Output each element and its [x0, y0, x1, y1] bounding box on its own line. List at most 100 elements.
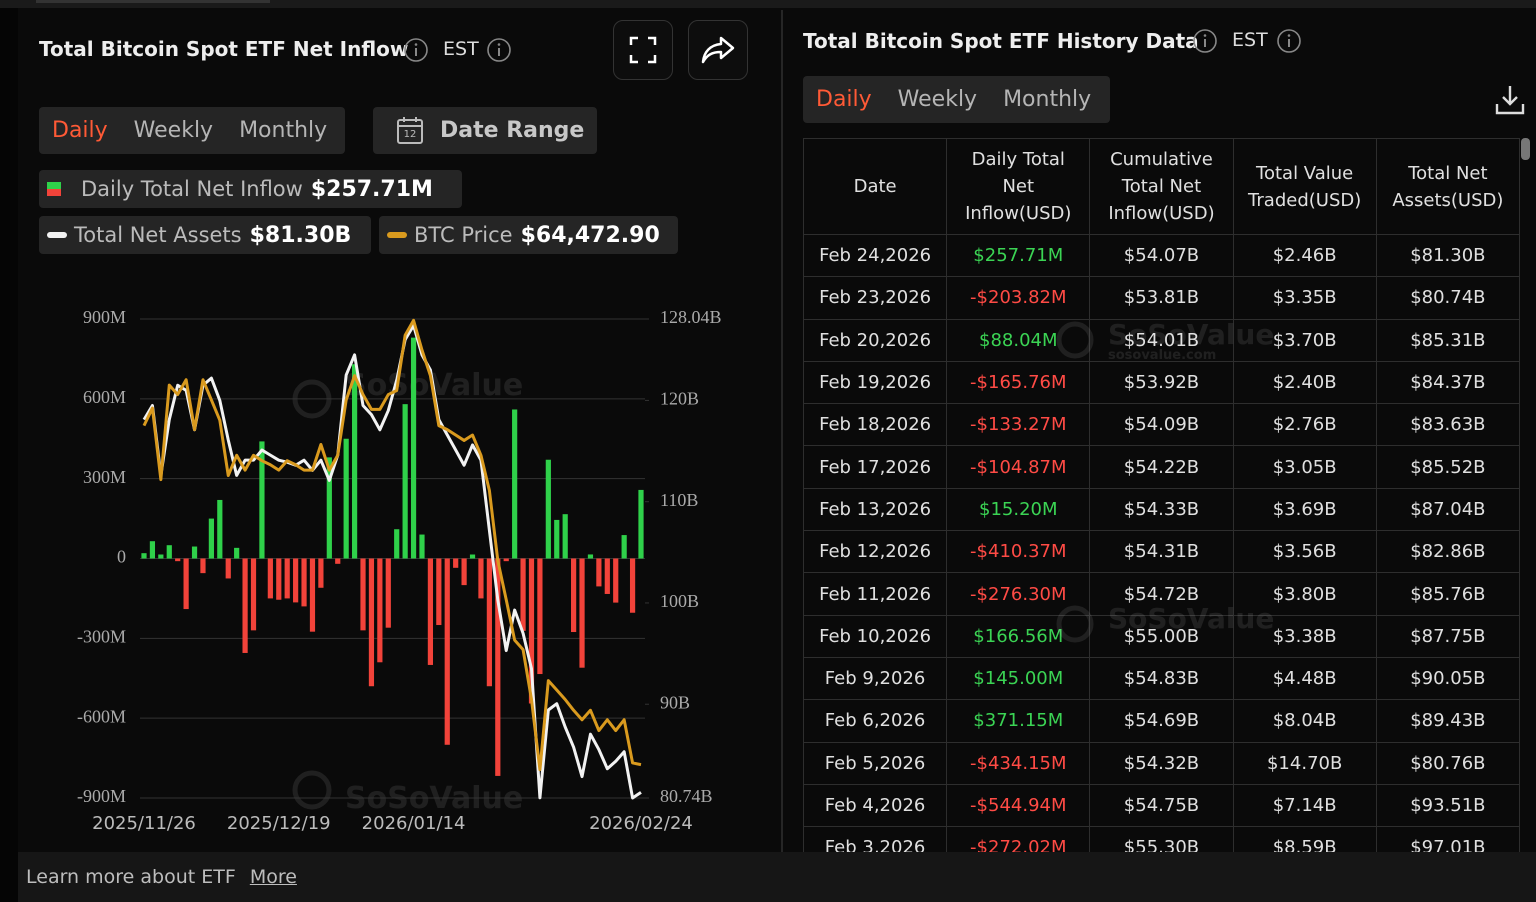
- bar: [158, 554, 164, 559]
- tab-daily[interactable]: Daily: [52, 118, 108, 143]
- calendar-icon: 12: [397, 116, 423, 144]
- legend-swatch: [387, 232, 407, 238]
- table-cell: Feb 4,2026: [803, 783, 948, 828]
- bar: [259, 441, 265, 559]
- legend-net-assets[interactable]: Total Net Assets $81.30B: [39, 216, 371, 254]
- bar: [554, 519, 560, 559]
- bar: [621, 535, 627, 559]
- column-header: Total Net Assets(USD): [1375, 138, 1520, 235]
- scrollbar[interactable]: [1521, 138, 1530, 160]
- fullscreen-button[interactable]: [613, 20, 673, 80]
- bar: [402, 404, 408, 559]
- legend-inflow[interactable]: Daily Total Net Inflow $257.71M: [39, 170, 462, 208]
- table-cell: $93.51B: [1375, 783, 1520, 828]
- table-cell: $257.71M: [946, 233, 1091, 278]
- table-cell: $371.15M: [946, 699, 1091, 743]
- table-cell: $90.05B: [1375, 656, 1520, 701]
- bar: [284, 558, 290, 599]
- y-tick-label: 900M: [83, 307, 126, 327]
- bar: [225, 558, 231, 579]
- bar: [183, 558, 189, 610]
- bar: [234, 547, 240, 559]
- table-cell: $3.35B: [1232, 276, 1377, 320]
- line: [142, 323, 642, 800]
- table-cell: Feb 3,2026: [803, 826, 948, 852]
- table-cell: $54.22B: [1089, 445, 1234, 489]
- table-cell: $53.81B: [1089, 276, 1234, 320]
- y-tick-label: -600M: [77, 706, 126, 726]
- info-icon[interactable]: [486, 37, 512, 63]
- legend-swatch-negative: [47, 189, 61, 196]
- footer-text: Learn more about ETF: [26, 866, 236, 888]
- history-tabs: Daily Weekly Monthly: [803, 76, 1110, 123]
- footer-link[interactable]: More: [249, 866, 297, 888]
- tab-daily[interactable]: Daily: [816, 87, 872, 112]
- legend-swatch-positive: [47, 182, 61, 189]
- table-cell: Feb 19,2026: [803, 360, 948, 405]
- table-cell: $2.40B: [1232, 360, 1377, 405]
- history-title: Total Bitcoin Spot ETF History Data: [803, 29, 1199, 53]
- top-strip: [0, 0, 1536, 8]
- info-icon[interactable]: [1276, 28, 1302, 54]
- bar: [444, 558, 450, 745]
- fullscreen-icon: [629, 36, 657, 64]
- y2-tick-label: 110B: [660, 490, 698, 510]
- tab-monthly[interactable]: Monthly: [239, 118, 328, 143]
- tab-weekly[interactable]: Weekly: [897, 87, 978, 112]
- divider: [781, 10, 783, 852]
- table-cell: -$165.76M: [946, 360, 1091, 405]
- bar: [528, 558, 535, 704]
- table-cell: Feb 5,2026: [803, 741, 948, 785]
- legend-swatch-line: [387, 232, 407, 238]
- download-icon[interactable]: [1494, 84, 1526, 116]
- left-edge: [0, 8, 18, 902]
- share-button[interactable]: [688, 20, 748, 80]
- bar: [326, 457, 332, 559]
- table-cell: $85.31B: [1375, 318, 1520, 362]
- bar: [596, 558, 602, 587]
- date-range-button[interactable]: 12 Date Range: [373, 107, 597, 154]
- table-cell: $87.04B: [1375, 487, 1520, 532]
- bar: [436, 558, 442, 626]
- table-cell: $85.76B: [1375, 572, 1520, 616]
- table-cell: $54.09B: [1089, 403, 1234, 447]
- bar: [309, 558, 316, 632]
- table-cell: -$434.15M: [946, 741, 1091, 785]
- footer: Learn more about ETF More: [18, 852, 1536, 902]
- table-cell: Feb 20,2026: [803, 318, 948, 362]
- table-cell: $88.04M: [946, 318, 1091, 362]
- table-cell: $14.70B: [1232, 741, 1377, 785]
- table-cell: $55.00B: [1089, 614, 1234, 658]
- bar: [520, 558, 526, 631]
- bar: [537, 558, 543, 675]
- column-header: Cumulative Total Net Inflow(USD): [1089, 138, 1234, 235]
- legend-label: BTC Price: [414, 223, 513, 247]
- legend-swatch-line: [47, 232, 67, 238]
- watermark-logo: [292, 770, 332, 810]
- table-cell: Feb 24,2026: [803, 233, 948, 278]
- bar: [503, 558, 509, 562]
- table-cell: -$272.02M: [946, 826, 1091, 852]
- tab-weekly[interactable]: Weekly: [133, 118, 214, 143]
- bar: [638, 489, 644, 559]
- info-icon[interactable]: [1192, 28, 1218, 54]
- bar: [276, 558, 282, 600]
- legend-btc[interactable]: BTC Price $64,472.90: [379, 216, 678, 254]
- table-cell: -$104.87M: [946, 445, 1091, 489]
- x-tick-label: 2026/02/24: [589, 813, 693, 834]
- table-row: Feb 12,2026 -$410.37M $54.31B $3.56B $82.86B: [803, 530, 1520, 574]
- y-tick-label: -900M: [77, 786, 126, 806]
- bar: [293, 558, 299, 603]
- tab-monthly[interactable]: Monthly: [1003, 87, 1092, 112]
- legend-value: $81.30B: [249, 222, 352, 248]
- bar: [318, 558, 324, 588]
- y2-tick-label: 90B: [660, 692, 690, 712]
- info-icon[interactable]: [403, 37, 429, 63]
- table-cell: Feb 17,2026: [803, 445, 948, 489]
- bar: [267, 558, 273, 599]
- table-row: Feb 9,2026 $145.00M $54.83B $4.48B $90.05B: [803, 656, 1520, 701]
- table-cell: $54.75B: [1089, 783, 1234, 828]
- table-container: Date Daily Total Net Inflow(USD) Cumulativ…: [803, 138, 1520, 852]
- table-cell: $54.01B: [1089, 318, 1234, 362]
